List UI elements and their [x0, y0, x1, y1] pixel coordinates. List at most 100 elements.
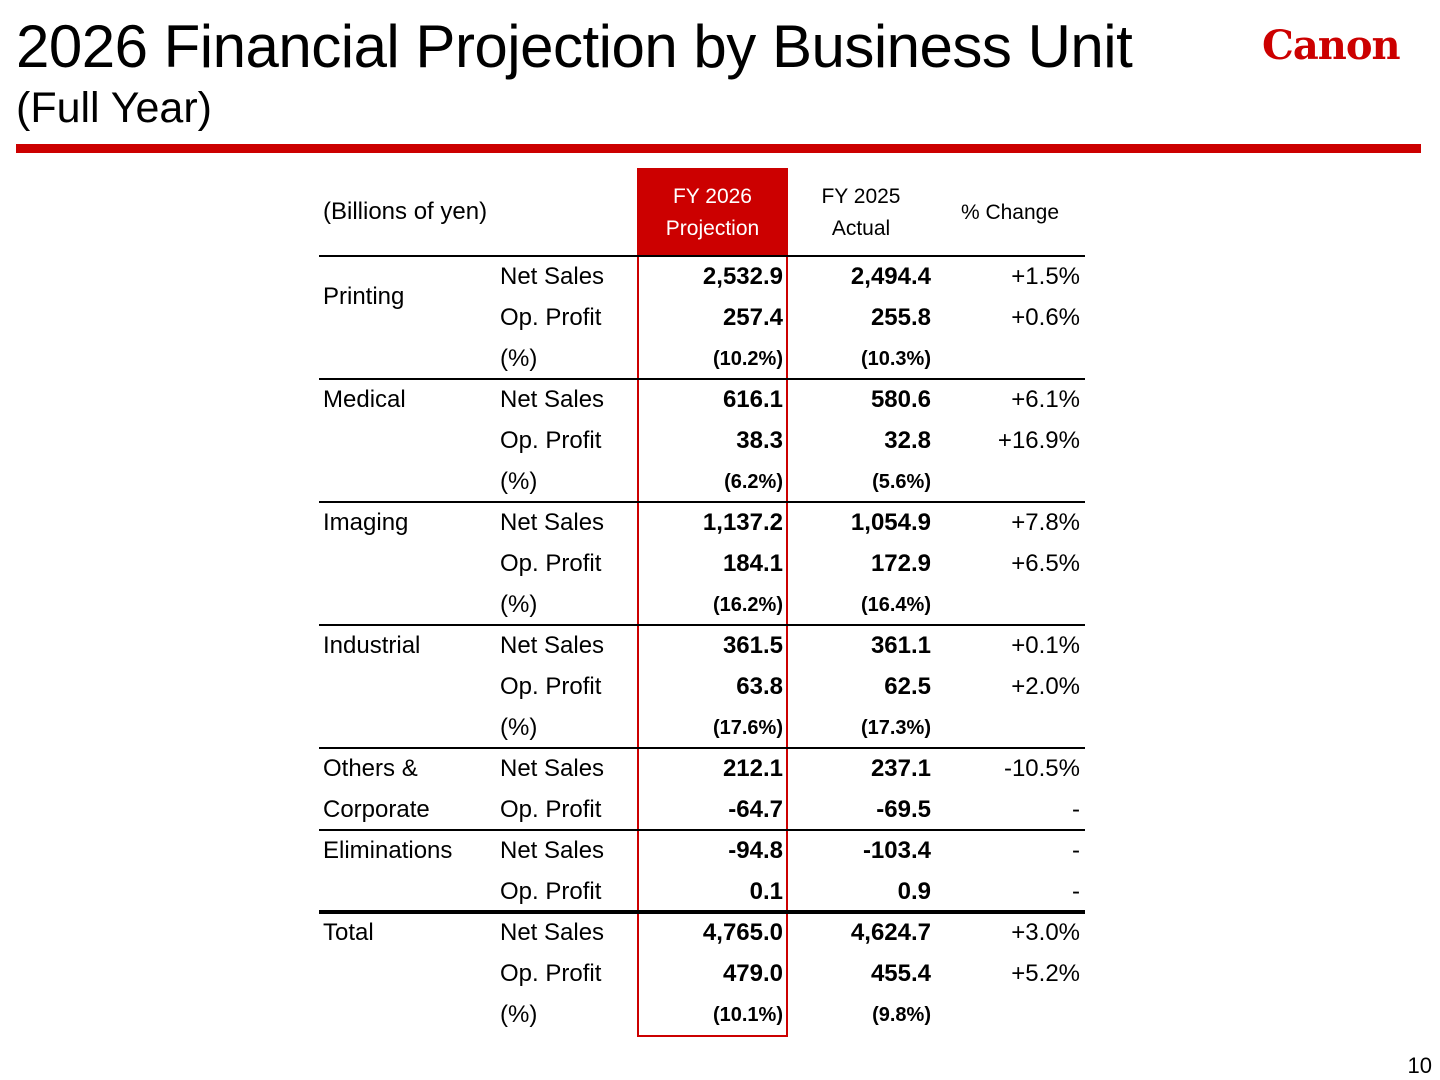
header-fy2025-actual: FY 2025 Actual [788, 181, 934, 245]
segment-separator [319, 378, 1085, 380]
segment-name-industrial: Industrial [323, 632, 421, 659]
fy2025-actual-value: 237.1 [870, 755, 931, 782]
fy2026-projection-value: (17.6%) [712, 717, 783, 739]
row-label: Net Sales [500, 919, 605, 946]
row-label: (%) [500, 345, 538, 372]
row-label: Op. Profit [500, 427, 602, 454]
slide-title: 2026 Financial Projection by Business Un… [16, 13, 1133, 80]
fy2026-projection-value: 4,765.0 [702, 919, 783, 946]
percent-change-value: - [1072, 837, 1080, 864]
unit-label: (Billions of yen) [323, 198, 488, 225]
fy2025-actual-value: (5.6%) [872, 471, 931, 493]
segment-name-eliminations: Eliminations [323, 837, 453, 864]
percent-change-value: - [1072, 878, 1080, 905]
segment-name-printing: Printing [323, 283, 405, 310]
fy2025-actual-value: 580.6 [870, 386, 931, 413]
row-label: Net Sales [500, 263, 605, 290]
row-label: Op. Profit [500, 304, 602, 331]
row-label: Net Sales [500, 509, 605, 536]
fy2026-projection-value: 184.1 [722, 550, 783, 577]
fy2026-projection-value: 616.1 [722, 386, 783, 413]
fy2025-actual-value: (10.3%) [860, 348, 931, 370]
fy2025-actual-value: 1,054.9 [850, 509, 931, 536]
fy2026-projection-value: 212.1 [722, 755, 783, 782]
row-label: Op. Profit [500, 673, 602, 700]
percent-change-value: +1.5% [1011, 263, 1080, 290]
percent-change-value [935, 995, 1080, 1035]
fy2026-projection-value: (6.2%) [724, 471, 783, 493]
header-fy2026-projection: FY 2026 Projection [637, 181, 788, 245]
percent-change-value [935, 585, 1080, 625]
header-fy2026-line2: Projection [665, 217, 760, 240]
segment-separator [319, 624, 1085, 626]
row-label: Op. Profit [500, 878, 602, 905]
header-fy2026-line1: FY 2026 [672, 185, 752, 208]
fy2025-actual-value: (9.8%) [872, 1004, 931, 1026]
fy2026-projection-value: (16.2%) [712, 594, 783, 616]
fy2025-actual-value: 62.5 [884, 673, 931, 700]
row-label: Net Sales [500, 632, 605, 659]
row-label: (%) [500, 714, 538, 741]
fy2026-projection-value: 0.1 [749, 878, 783, 905]
fy2025-actual-value: 172.9 [870, 550, 931, 577]
row-label: (%) [500, 468, 538, 495]
percent-change-value: +6.1% [1011, 386, 1080, 413]
fy2025-actual-value: (16.4%) [860, 594, 931, 616]
percent-change-value [935, 462, 1080, 502]
percent-change-value: +0.6% [1011, 304, 1080, 331]
header-fy2025-line1: FY 2025 [821, 185, 901, 208]
row-label: Op. Profit [500, 550, 602, 577]
segment-separator [319, 255, 1085, 257]
percent-change-value: -10.5% [1003, 755, 1080, 782]
fy2026-projection-value: 1,137.2 [702, 509, 783, 536]
fy2026-projection-value: 479.0 [722, 960, 783, 987]
segment-name-imaging: Imaging [323, 509, 409, 536]
fy2026-projection-value: 38.3 [736, 427, 783, 454]
fy2025-actual-value: 32.8 [884, 427, 931, 454]
segment-separator [319, 910, 1085, 914]
fy2025-actual-value: (17.3%) [860, 717, 931, 739]
percent-change-value: +2.0% [1011, 673, 1080, 700]
fy2025-actual-value: 361.1 [870, 632, 931, 659]
segment-name-others-corporate-line2: Corporate [323, 796, 430, 823]
segment-name-others-corporate-line1: Others & [323, 755, 418, 782]
fy2026-projection-value: -64.7 [728, 796, 783, 823]
fy2025-actual-value: -69.5 [876, 796, 931, 823]
segment-separator [319, 829, 1085, 831]
percent-change-value: +0.1% [1011, 632, 1080, 659]
row-label: Net Sales [500, 386, 605, 413]
fy2025-actual-value: 2,494.4 [850, 263, 931, 290]
fy2026-projection-value: 2,532.9 [702, 263, 783, 290]
percent-change-value: - [1072, 796, 1080, 823]
percent-change-value: +5.2% [1011, 960, 1080, 987]
percent-change-value: +3.0% [1011, 919, 1080, 946]
fy2026-projection-value: (10.1%) [712, 1004, 783, 1026]
fy2026-projection-value: (10.2%) [712, 348, 783, 370]
row-label: (%) [500, 1001, 538, 1028]
segment-separator [319, 501, 1085, 503]
fy2026-projection-value: 63.8 [736, 673, 783, 700]
fy2025-actual-value: 4,624.7 [850, 919, 931, 946]
percent-change-value: +6.5% [1011, 550, 1080, 577]
fy2025-actual-value: 455.4 [870, 960, 931, 987]
percent-change-value: +16.9% [997, 427, 1080, 454]
row-label: (%) [500, 591, 538, 618]
segment-separator [319, 747, 1085, 749]
fy2025-actual-value: 0.9 [897, 878, 931, 905]
percent-change-value [935, 708, 1080, 748]
fy2025-actual-value: -103.4 [862, 837, 931, 864]
percent-change-value [935, 339, 1080, 379]
canon-logo: Canon [1262, 22, 1401, 69]
title-rule [16, 144, 1421, 153]
row-label: Net Sales [500, 755, 605, 782]
fy2026-projection-value: 257.4 [722, 304, 783, 331]
fy2026-projection-value: 361.5 [722, 632, 783, 659]
segment-name-total: Total [323, 919, 374, 946]
header-percent-change: % Change [960, 201, 1060, 224]
page-number: 10 [1407, 1053, 1432, 1078]
fy2026-projection-value: -94.8 [728, 837, 783, 864]
row-label: Op. Profit [500, 960, 602, 987]
row-label: Op. Profit [500, 796, 602, 823]
row-label: Net Sales [500, 837, 605, 864]
fy2025-actual-value: 255.8 [870, 304, 931, 331]
